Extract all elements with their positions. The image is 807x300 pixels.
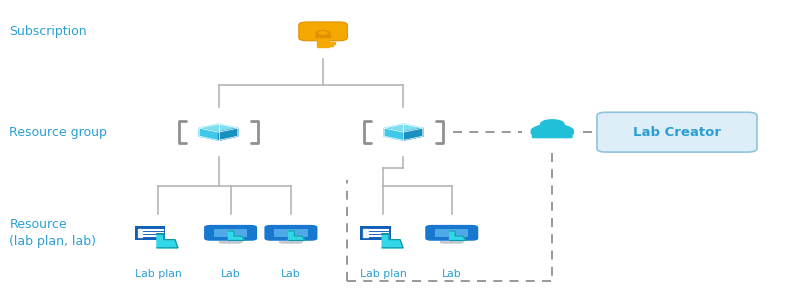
FancyBboxPatch shape xyxy=(265,225,317,241)
Text: Lab: Lab xyxy=(442,269,462,279)
Polygon shape xyxy=(533,125,572,138)
Polygon shape xyxy=(363,232,367,234)
Circle shape xyxy=(316,31,330,36)
Polygon shape xyxy=(384,128,404,140)
Text: Lab: Lab xyxy=(221,269,240,279)
Polygon shape xyxy=(329,45,332,46)
FancyBboxPatch shape xyxy=(214,229,247,237)
Polygon shape xyxy=(317,38,329,47)
Text: Resource group: Resource group xyxy=(10,126,107,139)
Polygon shape xyxy=(449,231,466,240)
Polygon shape xyxy=(138,235,142,237)
Polygon shape xyxy=(288,238,294,242)
Text: Lab plan: Lab plan xyxy=(135,269,182,279)
Polygon shape xyxy=(138,229,142,231)
Circle shape xyxy=(541,120,564,128)
FancyBboxPatch shape xyxy=(361,226,391,240)
Polygon shape xyxy=(363,229,367,231)
Polygon shape xyxy=(449,238,454,242)
Polygon shape xyxy=(219,242,242,243)
Text: Lab plan: Lab plan xyxy=(360,269,407,279)
Text: Subscription: Subscription xyxy=(10,25,87,38)
Polygon shape xyxy=(384,124,423,132)
Polygon shape xyxy=(228,231,245,240)
FancyBboxPatch shape xyxy=(274,229,307,237)
Polygon shape xyxy=(219,128,238,140)
Polygon shape xyxy=(329,43,335,44)
FancyBboxPatch shape xyxy=(299,22,347,41)
FancyBboxPatch shape xyxy=(136,226,165,240)
Polygon shape xyxy=(440,242,463,243)
Circle shape xyxy=(320,32,327,34)
Text: Lab: Lab xyxy=(281,269,301,279)
Polygon shape xyxy=(279,242,303,243)
FancyBboxPatch shape xyxy=(597,112,757,152)
FancyBboxPatch shape xyxy=(425,225,479,241)
Polygon shape xyxy=(199,124,238,132)
Polygon shape xyxy=(138,232,142,234)
FancyBboxPatch shape xyxy=(204,225,257,241)
Polygon shape xyxy=(199,128,219,140)
Text: Lab Creator: Lab Creator xyxy=(633,126,721,139)
Polygon shape xyxy=(228,238,233,242)
Polygon shape xyxy=(289,231,305,240)
Polygon shape xyxy=(363,235,367,237)
Polygon shape xyxy=(404,128,423,140)
Text: Resource
(lab plan, lab): Resource (lab plan, lab) xyxy=(10,218,96,248)
Polygon shape xyxy=(531,124,573,134)
FancyBboxPatch shape xyxy=(435,229,469,237)
Polygon shape xyxy=(157,234,178,248)
Polygon shape xyxy=(383,234,403,248)
